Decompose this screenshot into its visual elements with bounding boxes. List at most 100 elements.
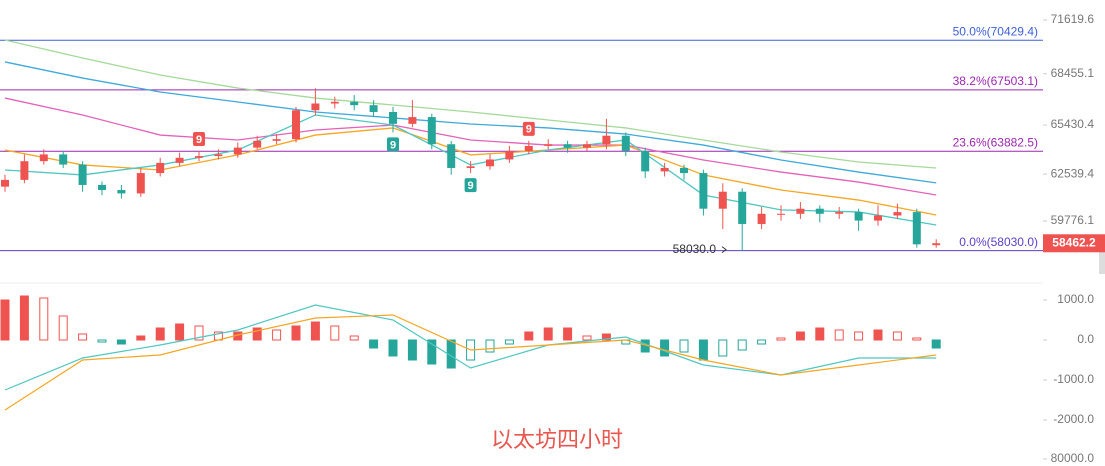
- macd-bar: [543, 327, 553, 341]
- low-label: 58030.0: [673, 242, 717, 256]
- candle-body: [466, 166, 475, 168]
- macd-bar: [97, 339, 107, 343]
- candle-body: [195, 156, 203, 158]
- td-label-box: [193, 132, 205, 147]
- candle-body: [912, 212, 921, 245]
- candle-body: [602, 135, 611, 145]
- candle-body: [486, 159, 494, 167]
- candle-body: [777, 213, 785, 215]
- macd-bar: [19, 295, 29, 341]
- macd-bar: [660, 339, 670, 357]
- candle-body: [874, 215, 882, 221]
- candle-body: [59, 154, 68, 165]
- macd-bar: [369, 339, 379, 349]
- candle-body: [699, 173, 708, 209]
- macd-bar: [58, 315, 68, 341]
- candle-body: [524, 145, 533, 152]
- macd-bar: [524, 331, 534, 341]
- candle-body: [815, 208, 824, 214]
- candle-body: [796, 208, 805, 214]
- macd-bar: [136, 335, 146, 341]
- td-label-box: [387, 137, 399, 152]
- candle-body: [757, 213, 766, 224]
- candle-body: [641, 151, 650, 172]
- chart-title: 以太坊四小时: [491, 427, 623, 452]
- y-tick-label: 59776.1: [1051, 213, 1095, 227]
- macd-bar: [485, 339, 495, 353]
- low-arrow: [721, 246, 727, 254]
- macd-bar: [795, 331, 805, 341]
- macd-bar: [252, 327, 262, 341]
- fib-label: 50.0%(70429.4): [953, 24, 1038, 38]
- td-label: 9: [196, 134, 202, 146]
- candle-body: [311, 103, 320, 111]
- candle-body: [738, 191, 747, 224]
- macd-bar: [78, 333, 88, 341]
- candle-body: [1, 179, 9, 187]
- candle-body: [408, 117, 417, 124]
- td-label-box: [522, 121, 535, 136]
- macd-bar: [776, 337, 786, 341]
- td-label-box: [464, 178, 477, 193]
- candle-body: [369, 105, 378, 112]
- candle-body: [78, 164, 87, 185]
- macd-bar: [873, 329, 883, 341]
- candle-body: [136, 173, 145, 194]
- macd-bar: [407, 339, 417, 361]
- td-label: 9: [468, 180, 474, 192]
- candle-body: [563, 144, 572, 148]
- candle-body: [330, 101, 339, 104]
- candle-body: [505, 151, 514, 160]
- candle-body: [117, 190, 126, 194]
- candle-body: [583, 144, 591, 148]
- volume-tick-label: 80000.0: [1051, 451, 1095, 465]
- macd-tick-label: 1000.0: [1057, 292, 1094, 306]
- fib-label: 23.6%(63882.5): [953, 135, 1038, 149]
- candle-body: [680, 167, 688, 174]
- candle-body: [544, 144, 553, 146]
- macd-bar: [854, 331, 864, 341]
- candle-body: [214, 154, 223, 157]
- macd-bar: [582, 335, 592, 341]
- candle-body: [893, 212, 902, 216]
- macd-bar: [504, 339, 514, 345]
- macd-bar: [194, 325, 204, 341]
- candle-body: [175, 157, 184, 163]
- macd-bar: [0, 299, 10, 341]
- macd-bar: [815, 327, 825, 341]
- macd-bar: [427, 339, 437, 365]
- macd-bar: [698, 339, 708, 361]
- y-tick-label: 71619.6: [1051, 12, 1095, 26]
- macd-bar: [272, 329, 282, 341]
- candle-body: [233, 147, 242, 155]
- macd-bar: [291, 325, 301, 341]
- candle-body: [835, 212, 844, 214]
- macd-bar: [116, 339, 126, 345]
- last-price-box: [1043, 234, 1105, 253]
- candle-body: [427, 117, 436, 145]
- candle-body: [854, 212, 863, 221]
- macd-bar: [388, 339, 398, 357]
- y-tick-label: 62539.4: [1051, 166, 1095, 180]
- macd-bar: [757, 339, 767, 345]
- candle-body: [660, 167, 669, 172]
- moving-average: [4, 61, 937, 184]
- moving-average: [4, 97, 937, 196]
- macd-bar: [39, 297, 49, 341]
- macd-bar: [175, 323, 185, 341]
- macd-dea: [4, 314, 937, 411]
- td-label: 9: [526, 124, 532, 136]
- macd-bar: [834, 329, 844, 341]
- macd-bar: [892, 331, 902, 341]
- y-tick-label: 65430.4: [1051, 117, 1095, 131]
- candle-body: [932, 243, 941, 246]
- macd-bar: [679, 339, 689, 353]
- candle-body: [350, 101, 359, 106]
- macd-bar: [931, 339, 941, 349]
- macd-bar: [349, 335, 359, 341]
- moving-average: [4, 39, 937, 169]
- candle-body: [447, 144, 456, 168]
- candle-body: [272, 139, 281, 141]
- macd-bar: [330, 325, 340, 341]
